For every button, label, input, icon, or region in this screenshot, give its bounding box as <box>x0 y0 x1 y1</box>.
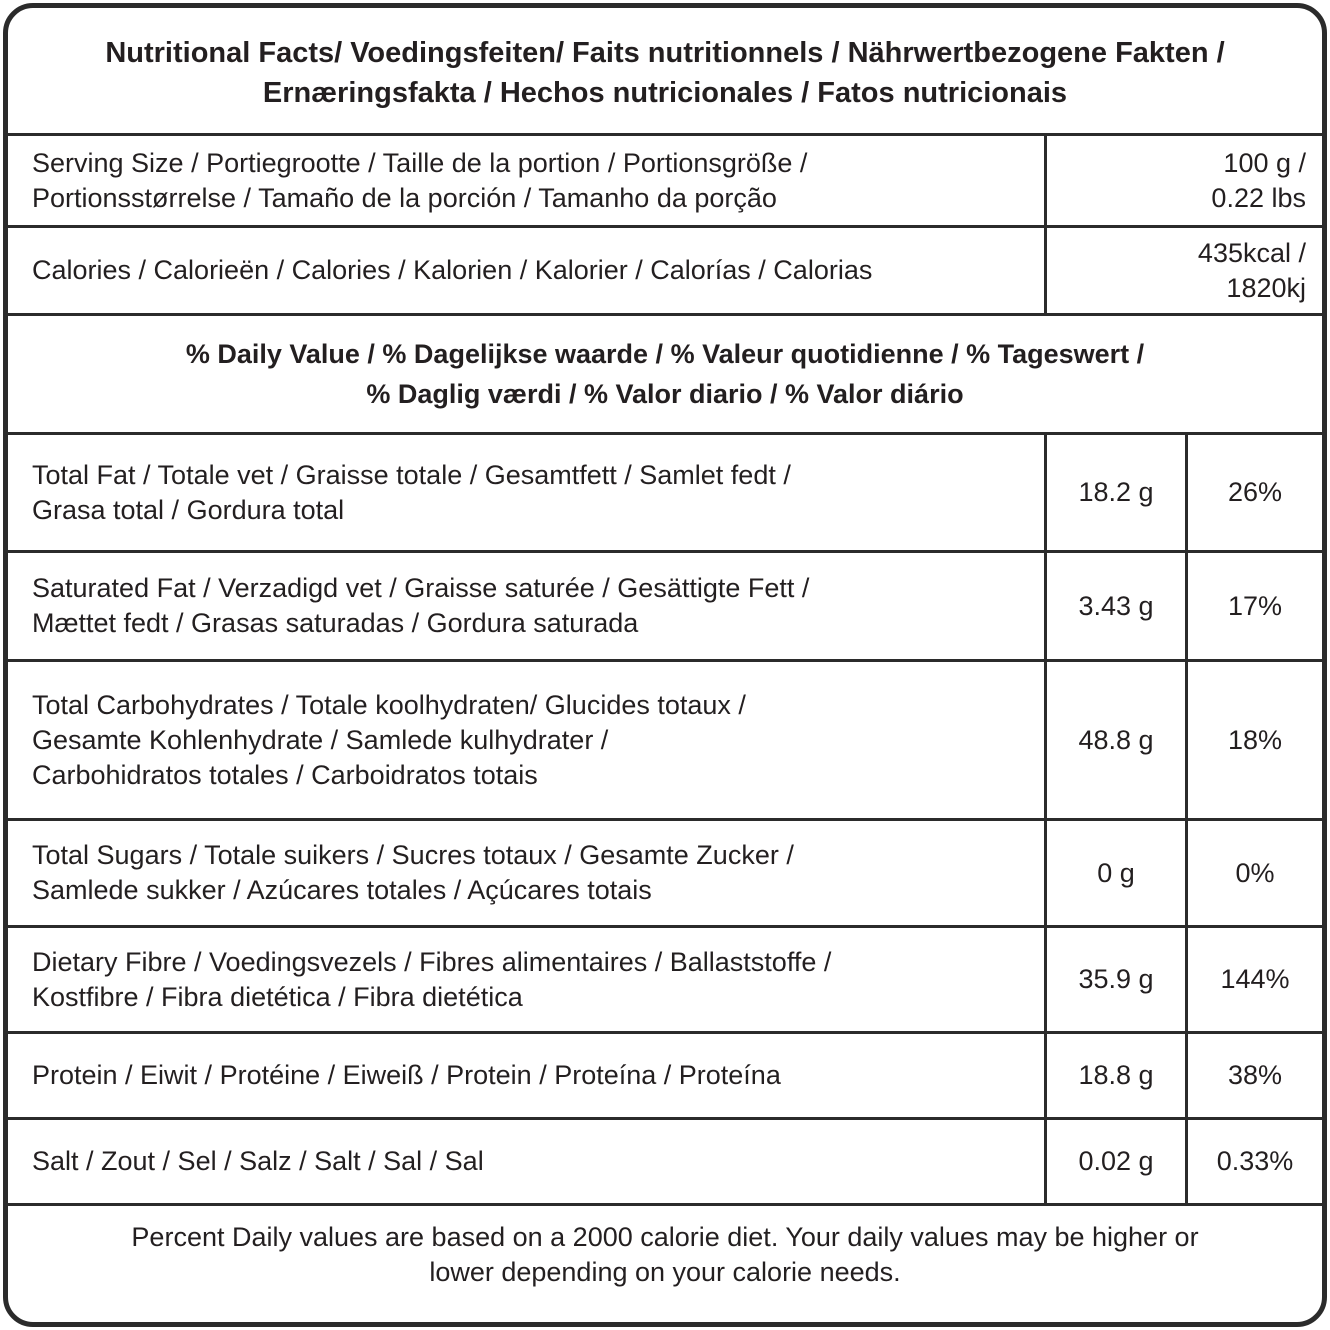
serving-size-value: 100 g / 0.22 lbs <box>1044 136 1322 225</box>
nutrient-percent: 38% <box>1185 1034 1322 1117</box>
serving-size-label: Serving Size / Portiegrootte / Taille de… <box>32 147 808 213</box>
nutrient-percent: 0% <box>1185 821 1322 925</box>
nutrient-amount: 18.2 g <box>1044 435 1185 550</box>
nutrient-label: Total Sugars / Totale suikers / Sucres t… <box>32 840 794 905</box>
calories-value: 435kcal / 1820kj <box>1044 228 1322 313</box>
nutrient-percent: 18% <box>1185 662 1322 818</box>
nutrient-percent: 17% <box>1185 553 1322 659</box>
nutrient-amount: 0 g <box>1044 821 1185 925</box>
nutrient-label: Total Carbohydrates / Totale koolhydrate… <box>32 689 746 790</box>
nutrient-percent: 0.33% <box>1185 1120 1322 1203</box>
daily-value-header-row: % Daily Value / % Dagelijkse waarde / % … <box>8 313 1322 432</box>
label-title: Nutritional Facts/ Voedingsfeiten/ Faits… <box>105 36 1225 109</box>
nutrient-label: Salt / Zout / Sel / Salz / Salt / Sal / … <box>32 1146 484 1176</box>
nutrient-label: Total Fat / Totale vet / Graisse totale … <box>32 459 791 525</box>
nutrient-row-protein: Protein / Eiwit / Protéine / Eiweiß / Pr… <box>8 1031 1322 1117</box>
nutrient-row-salt: Salt / Zout / Sel / Salz / Salt / Sal / … <box>8 1117 1322 1203</box>
title-row: Nutritional Facts/ Voedingsfeiten/ Faits… <box>8 8 1322 133</box>
nutrient-row-carbohydrates: Total Carbohydrates / Totale koolhydrate… <box>8 659 1322 818</box>
nutrient-percent: 26% <box>1185 435 1322 550</box>
nutrient-label: Dietary Fibre / Voedingsvezels / Fibres … <box>32 946 832 1012</box>
footer-row: Percent Daily values are based on a 2000… <box>8 1203 1322 1315</box>
nutrient-row-saturated-fat: Saturated Fat / Verzadigd vet / Graisse … <box>8 550 1322 659</box>
nutrient-row-fibre: Dietary Fibre / Voedingsvezels / Fibres … <box>8 925 1322 1031</box>
serving-size-row: Serving Size / Portiegrootte / Taille de… <box>8 133 1322 225</box>
nutrient-amount: 48.8 g <box>1044 662 1185 818</box>
nutrient-amount: 18.8 g <box>1044 1034 1185 1117</box>
nutrient-amount: 3.43 g <box>1044 553 1185 659</box>
label-frame <box>3 3 1327 1327</box>
footer-note: Percent Daily values are based on a 2000… <box>131 1222 1199 1287</box>
nutrient-row-sugars: Total Sugars / Totale suikers / Sucres t… <box>8 818 1322 925</box>
nutrient-amount: 35.9 g <box>1044 928 1185 1031</box>
calories-row: Calories / Calorieën / Calories / Kalori… <box>8 225 1322 313</box>
nutrient-label: Protein / Eiwit / Protéine / Eiweiß / Pr… <box>32 1060 781 1090</box>
daily-value-header: % Daily Value / % Dagelijkse waarde / % … <box>185 339 1145 409</box>
nutrient-row-total-fat: Total Fat / Totale vet / Graisse totale … <box>8 432 1322 550</box>
nutrient-label: Saturated Fat / Verzadigd vet / Graisse … <box>32 573 810 638</box>
calories-label: Calories / Calorieën / Calories / Kalori… <box>32 255 873 285</box>
nutrient-amount: 0.02 g <box>1044 1120 1185 1203</box>
nutrient-percent: 144% <box>1185 928 1322 1031</box>
